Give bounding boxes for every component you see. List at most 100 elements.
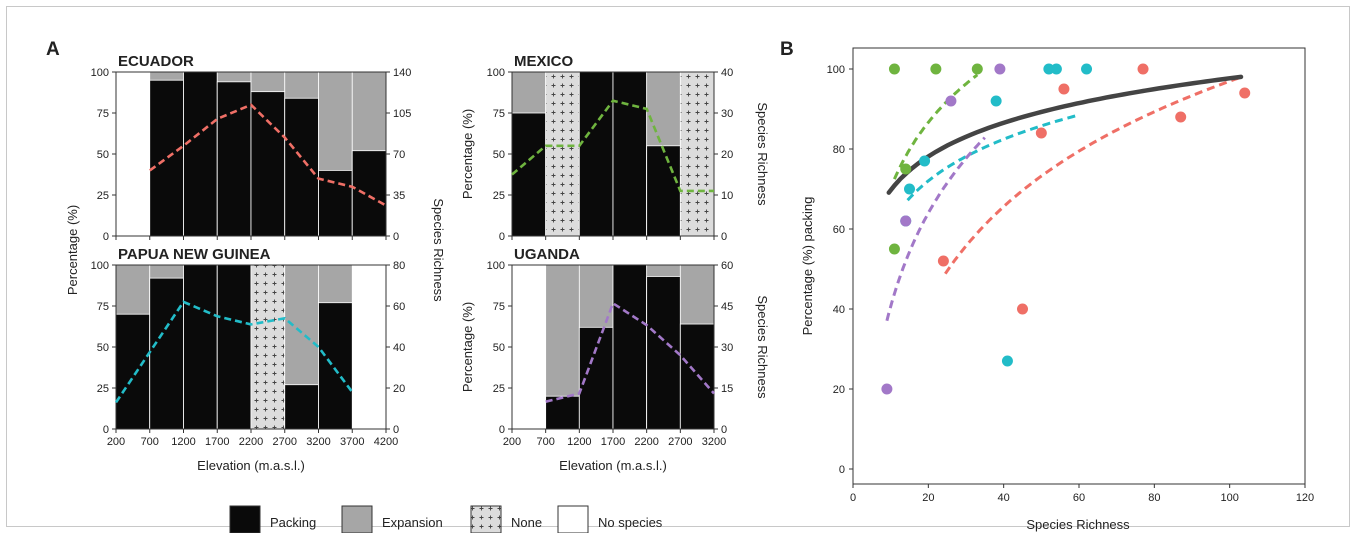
y-left-tick-label: 75 (493, 108, 505, 120)
x-tick-label: 100 (1220, 492, 1238, 504)
y-right-tick-label: 20 (721, 149, 733, 161)
scatter-point-2 (1043, 63, 1055, 75)
legend-swatch-no-species (557, 505, 589, 533)
legend-label-none: None (511, 515, 542, 530)
bar-packing-4 (250, 91, 286, 237)
x-tick-label: 4200 (374, 436, 398, 448)
y-right-tick-label: 10 (721, 190, 733, 202)
y-right-tick-label: 0 (721, 231, 727, 243)
x-tick-label: 2200 (634, 436, 658, 448)
x-tick-label: 0 (850, 492, 856, 504)
y-right-tick-label: 0 (721, 424, 727, 436)
fit-curve-3 (885, 136, 986, 322)
x-tick-label: 2200 (239, 436, 263, 448)
scatter-point-0 (1137, 63, 1149, 75)
y-left-tick-label: 75 (493, 301, 505, 313)
x-tick-label: 60 (1073, 492, 1085, 504)
scatter-point-1 (888, 63, 900, 75)
bar-packing-2 (183, 71, 218, 237)
y-left-tick-label: 0 (499, 424, 505, 436)
x-tick-label: 200 (503, 436, 521, 448)
legend: Packing Expansion None No species (229, 505, 663, 533)
y-right-tick-label: 60 (393, 301, 405, 313)
bar-packing-1 (149, 277, 184, 430)
y-right-tick-label: 35 (393, 190, 405, 202)
y-left-tick-label: 75 (97, 301, 109, 313)
scatter-point-2 (990, 95, 1002, 107)
x-tick-label: 40 (998, 492, 1010, 504)
bar-packing-2 (183, 264, 218, 430)
x-tick-label: 2700 (273, 436, 297, 448)
y-left-tick-label: 100 (487, 260, 505, 272)
bar-packing-0 (511, 112, 547, 237)
y-left-tick-label: 50 (97, 149, 109, 161)
y-tick-label: 100 (827, 64, 845, 76)
y-left-tick-label: 50 (493, 149, 505, 161)
legend-label-packing: Packing (270, 515, 316, 530)
y-axis-left-label: Percentage (%) (460, 302, 475, 392)
scatter-point-3 (945, 95, 957, 107)
chart-scatter-packing-vs-richness: 0 20 40 60 80 100 120 0 20 40 60 80 100 Percentage (%… (800, 47, 1314, 532)
legend-label-expansion: Expansion (382, 515, 443, 530)
y-right-tick-label: 0 (393, 424, 399, 436)
scatter-point-0 (1035, 127, 1047, 139)
bar-packing-5 (679, 323, 715, 430)
y-left-tick-label: 25 (97, 190, 109, 202)
y-tick-label: 20 (833, 384, 845, 396)
panel-label-a: A (46, 39, 60, 60)
x-tick-label: 1200 (567, 436, 591, 448)
x-axis-label: Species Richness (1026, 517, 1130, 532)
y-right-tick-label: 0 (393, 231, 399, 243)
y-left-tick-label: 0 (103, 424, 109, 436)
bar-packing-5 (284, 97, 319, 237)
bin-no-species-7 (352, 265, 386, 429)
y-left-tick-label: 0 (103, 231, 109, 243)
overall-fit-curve (886, 74, 1244, 195)
y-left-tick-label: 50 (97, 342, 109, 354)
chart-title: ECUADOR (118, 53, 194, 70)
y-left-tick-label: 25 (97, 383, 109, 395)
y-right-tick-label: 20 (393, 383, 405, 395)
chart-title: UGANDA (514, 246, 580, 263)
bar-packing-7 (351, 150, 387, 237)
y-right-tick-label: 30 (721, 108, 733, 120)
scatter-point-1 (930, 63, 942, 75)
x-tick-label: 20 (922, 492, 934, 504)
x-tick-label: 700 (536, 436, 554, 448)
y-right-tick-label: 80 (393, 260, 405, 272)
bar-packing-3 (216, 264, 252, 430)
y-tick-label: 0 (839, 464, 845, 476)
y-tick-label: 80 (833, 144, 845, 156)
scatter-point-0 (937, 255, 949, 267)
x-tick-label: 1200 (171, 436, 195, 448)
x-tick-label: 2700 (668, 436, 692, 448)
y-right-tick-label: 40 (721, 67, 733, 79)
y-right-tick-label: 40 (393, 342, 405, 354)
y-tick-label: 60 (833, 224, 845, 236)
y-right-tick-label: 70 (393, 149, 405, 161)
y-tick-label: 40 (833, 304, 845, 316)
bin-none-1 (545, 71, 580, 237)
scatter-point-1 (971, 63, 983, 75)
scatter-point-2 (1081, 63, 1093, 75)
y-axis-left-label: Percentage (%) (460, 109, 475, 199)
chart-title: MEXICO (514, 53, 574, 70)
y-axis-right-label: Species Richness (755, 102, 770, 206)
scatter-point-0 (1058, 83, 1070, 95)
y-left-tick-label: 25 (493, 190, 505, 202)
y-axis-left-label: Percentage (%) (65, 205, 80, 295)
y-left-tick-label: 100 (91, 260, 109, 272)
richness-line-mexico (511, 99, 714, 193)
bar-packing-4 (646, 145, 681, 237)
scatter-point-1 (900, 163, 912, 175)
fit-curve-1 (893, 73, 979, 180)
bar-packing-6 (318, 302, 353, 430)
y-left-tick-label: 50 (493, 342, 505, 354)
scatter-point-3 (881, 383, 893, 395)
scatter-point-0 (1017, 303, 1028, 315)
scatter-point-0 (1239, 87, 1251, 99)
scatter-point-3 (994, 63, 1006, 75)
bar-packing-3 (216, 81, 252, 237)
